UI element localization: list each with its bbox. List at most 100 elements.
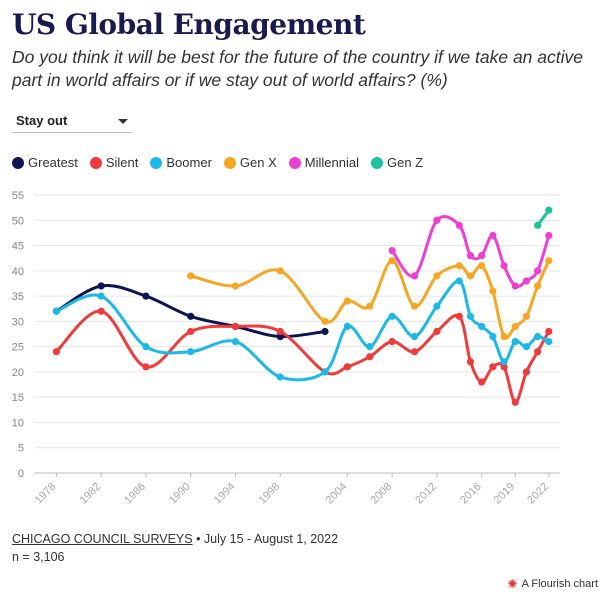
data-point-boomer xyxy=(433,302,441,310)
y-tick-label: 0 xyxy=(18,468,24,480)
data-point-gen-x xyxy=(366,302,374,310)
x-tick-label: 1978 xyxy=(33,481,59,507)
data-point-boomer xyxy=(388,312,396,320)
data-point-silent xyxy=(343,363,351,371)
x-tick-label: 2019 xyxy=(492,481,518,507)
y-axis: 0 5 10 15 20 25 30 35 40 45 50 55 xyxy=(12,190,24,480)
y-tick-label: 5 xyxy=(18,443,24,455)
y-tick-label: 20 xyxy=(12,367,24,379)
data-point-gen-x xyxy=(388,257,396,265)
series-points xyxy=(52,206,553,406)
data-point-millennial xyxy=(489,231,497,240)
data-point-millennial xyxy=(545,231,553,240)
data-point-gen-x xyxy=(433,272,441,280)
legend-item-millennial[interactable]: Millennial xyxy=(288,155,359,170)
data-point-boomer xyxy=(276,373,284,381)
data-point-boomer xyxy=(366,343,374,351)
data-point-gen-x xyxy=(511,322,519,331)
data-point-gen-x xyxy=(187,272,195,280)
x-axis: 1978 1982 1986 1990 1994 1998 2004 2008 2012 2016… xyxy=(33,473,551,506)
data-point-boomer xyxy=(500,358,508,366)
data-point-millennial xyxy=(511,282,519,290)
data-point-boomer xyxy=(97,292,105,300)
x-tick-label: 1986 xyxy=(122,481,148,507)
data-point-gen-x xyxy=(231,282,240,290)
data-point-gen-x xyxy=(321,317,329,325)
data-point-millennial xyxy=(522,277,531,285)
data-point-gen-z xyxy=(545,206,553,214)
y-tick-label: 50 xyxy=(12,215,24,227)
data-point-boomer xyxy=(534,332,542,341)
x-tick-label: 2022 xyxy=(525,481,551,507)
x-tick-label: 2008 xyxy=(368,481,394,507)
legend-item-silent[interactable]: Silent xyxy=(89,155,139,170)
legend-item-greatest[interactable]: Greatest xyxy=(12,155,78,170)
data-point-gen-x xyxy=(455,262,463,270)
data-point-silent xyxy=(231,322,240,331)
legend-label-millennial: Millennial xyxy=(304,155,359,170)
legend-item-boomer[interactable]: Boomer xyxy=(150,155,212,170)
sample-size: n = 3,106 xyxy=(12,550,65,564)
data-point-boomer xyxy=(489,332,497,341)
y-tick-label: 30 xyxy=(12,316,24,328)
data-point-gen-x xyxy=(534,282,542,290)
data-point-silent xyxy=(410,348,419,356)
data-point-silent xyxy=(534,348,542,356)
flourish-credit[interactable]: ✺ A Flourish chart xyxy=(508,577,598,591)
data-point-boomer xyxy=(511,337,519,346)
data-point-greatest xyxy=(187,312,195,320)
data-point-gen-x xyxy=(276,267,284,275)
legend-label-silent: Silent xyxy=(105,155,139,170)
y-tick-label: 35 xyxy=(12,291,24,303)
source-link[interactable]: CHICAGO COUNCIL SURVEYS xyxy=(12,532,193,546)
data-point-gen-x xyxy=(410,302,419,310)
y-tick-label: 25 xyxy=(12,342,24,354)
data-point-greatest xyxy=(321,327,329,336)
data-point-boomer xyxy=(321,368,329,376)
chart-subtitle: Do you think it will be best for the fut… xyxy=(12,47,583,90)
data-point-gen-x xyxy=(500,332,508,341)
data-point-boomer xyxy=(466,312,475,320)
data-point-silent xyxy=(142,363,150,371)
y-tick-label: 10 xyxy=(12,417,24,429)
data-point-millennial xyxy=(455,221,463,229)
data-point-millennial xyxy=(410,272,419,280)
data-point-silent xyxy=(522,368,531,376)
flourish-logo-icon: ✺ xyxy=(507,577,518,591)
legend-item-gen-z[interactable]: Gen Z xyxy=(370,155,424,170)
data-point-millennial xyxy=(534,267,542,275)
data-point-gen-x xyxy=(466,272,475,280)
data-point-boomer xyxy=(522,343,531,351)
legend-swatch-millennial xyxy=(288,156,301,169)
chevron-down-icon xyxy=(118,119,128,124)
response-dropdown[interactable]: Stay out xyxy=(12,110,132,133)
data-point-boomer xyxy=(478,322,486,331)
data-point-silent xyxy=(366,353,374,361)
data-point-boomer xyxy=(343,322,351,331)
data-point-millennial xyxy=(466,252,475,260)
x-tick-label: 2004 xyxy=(324,481,350,507)
y-tick-label: 45 xyxy=(12,241,24,253)
data-point-gen-x xyxy=(343,297,351,305)
data-point-silent xyxy=(97,307,105,315)
legend-label-gen-x: Gen X xyxy=(239,155,277,170)
data-point-boomer xyxy=(455,277,463,285)
data-point-silent xyxy=(52,348,60,356)
legend-swatch-greatest xyxy=(12,156,24,169)
legend-item-gen-x[interactable]: Gen X xyxy=(223,155,277,170)
source-line: CHICAGO COUNCIL SURVEYS • July 15 - Augu… xyxy=(12,532,338,546)
y-tick-label: 15 xyxy=(12,392,24,404)
data-point-silent xyxy=(489,363,497,371)
series-line-silent xyxy=(54,309,551,404)
y-tick-label: 40 xyxy=(12,266,24,278)
x-tick-label: 2016 xyxy=(458,481,484,507)
legend-label-gen-z: Gen Z xyxy=(386,155,424,170)
x-tick-label: 1994 xyxy=(212,481,238,507)
legend-label-greatest: Greatest xyxy=(28,155,78,170)
data-point-silent xyxy=(478,378,486,386)
data-point-boomer xyxy=(187,348,195,356)
data-point-millennial xyxy=(388,247,396,255)
data-point-greatest xyxy=(276,332,284,341)
legend-swatch-silent xyxy=(89,156,102,169)
